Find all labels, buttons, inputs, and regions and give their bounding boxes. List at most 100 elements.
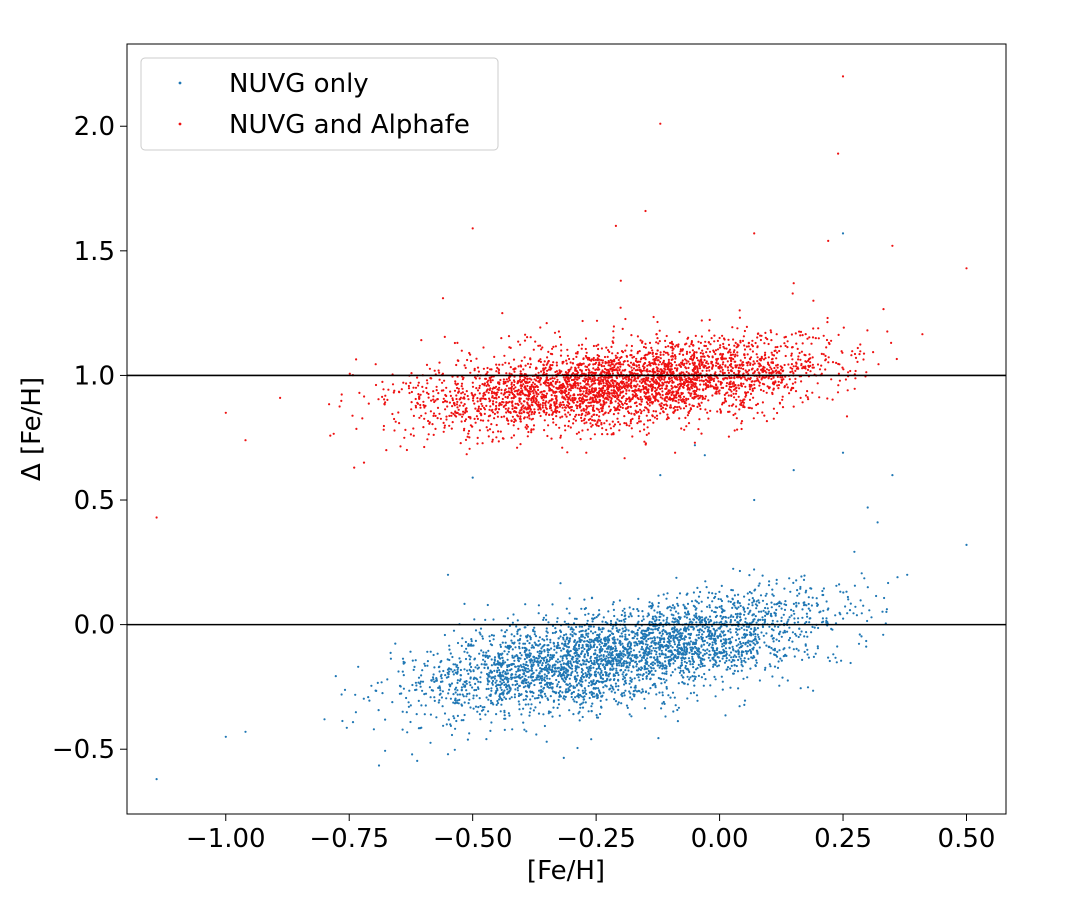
data-point [840, 659, 843, 662]
data-point [488, 635, 491, 638]
data-point [809, 609, 812, 612]
data-point [624, 637, 627, 640]
data-point [521, 681, 524, 685]
data-point [547, 681, 551, 685]
data-point [689, 640, 693, 643]
data-point [597, 424, 600, 428]
data-point [658, 691, 661, 694]
data-point [406, 731, 409, 734]
data-point [656, 337, 659, 340]
data-point [640, 641, 643, 645]
data-point [636, 608, 639, 611]
data-point [581, 689, 584, 692]
data-point [620, 613, 623, 617]
data-point [595, 714, 598, 717]
data-point [596, 636, 599, 640]
data-point [747, 650, 750, 653]
data-point [756, 652, 759, 655]
data-point [532, 661, 535, 664]
data-point [652, 647, 655, 650]
data-point [797, 649, 800, 652]
data-point [738, 646, 741, 649]
data-point [567, 639, 570, 642]
data-point [460, 688, 463, 691]
data-point [468, 654, 471, 657]
data-point [409, 720, 412, 724]
data-point [736, 670, 740, 673]
data-point [639, 360, 642, 363]
data-point [721, 680, 724, 683]
data-point [522, 721, 525, 724]
data-point [538, 672, 541, 675]
data-point [502, 659, 505, 662]
data-point [455, 415, 458, 418]
data-point [630, 715, 633, 718]
data-point [423, 662, 426, 665]
data-point [467, 644, 470, 647]
data-point [429, 741, 432, 744]
data-point [562, 638, 565, 641]
data-point [722, 655, 725, 658]
data-point [800, 350, 804, 353]
data-point [556, 378, 559, 381]
data-point [676, 708, 679, 712]
data-point [707, 399, 710, 402]
data-point [473, 676, 476, 679]
data-point [548, 677, 551, 680]
data-point [562, 679, 565, 682]
data-point [676, 602, 679, 605]
data-point [486, 366, 489, 370]
data-point [507, 387, 511, 390]
data-point [559, 416, 562, 419]
data-point [657, 626, 661, 629]
data-point [773, 665, 777, 668]
data-point [770, 647, 773, 650]
data-point [625, 402, 628, 406]
data-point [541, 404, 544, 407]
data-point [419, 680, 422, 683]
data-point [572, 357, 575, 361]
data-point [751, 350, 755, 353]
data-point [576, 683, 579, 686]
data-point [469, 371, 472, 374]
data-point [640, 656, 644, 659]
data-point [581, 633, 584, 636]
data-point [479, 718, 482, 721]
data-point [489, 729, 492, 733]
data-point [537, 393, 540, 396]
data-point [671, 691, 675, 694]
data-point [758, 601, 761, 604]
data-point [666, 606, 670, 609]
data-point [767, 612, 770, 615]
data-point [661, 637, 664, 640]
data-point [449, 652, 452, 655]
data-point [707, 628, 710, 631]
data-point [488, 675, 491, 678]
data-point [596, 633, 599, 637]
data-point [650, 644, 653, 648]
data-point [612, 662, 615, 665]
data-point [664, 648, 668, 652]
data-point [564, 667, 567, 670]
data-point [516, 657, 520, 660]
data-point [517, 669, 520, 672]
data-point [473, 417, 476, 420]
data-point [484, 398, 487, 401]
data-point [757, 635, 760, 639]
data-point [528, 642, 531, 645]
data-point [611, 352, 614, 355]
data-point [743, 699, 747, 702]
data-point [557, 670, 560, 673]
data-point [490, 689, 493, 692]
data-point [826, 316, 829, 320]
data-point [514, 679, 517, 683]
data-point [617, 685, 620, 688]
data-point [527, 686, 531, 689]
data-point [649, 631, 652, 635]
data-point [397, 411, 400, 414]
data-point [417, 676, 421, 679]
data-point [656, 349, 659, 352]
data-point [433, 666, 436, 669]
data-point [848, 609, 852, 612]
data-point [734, 387, 737, 390]
